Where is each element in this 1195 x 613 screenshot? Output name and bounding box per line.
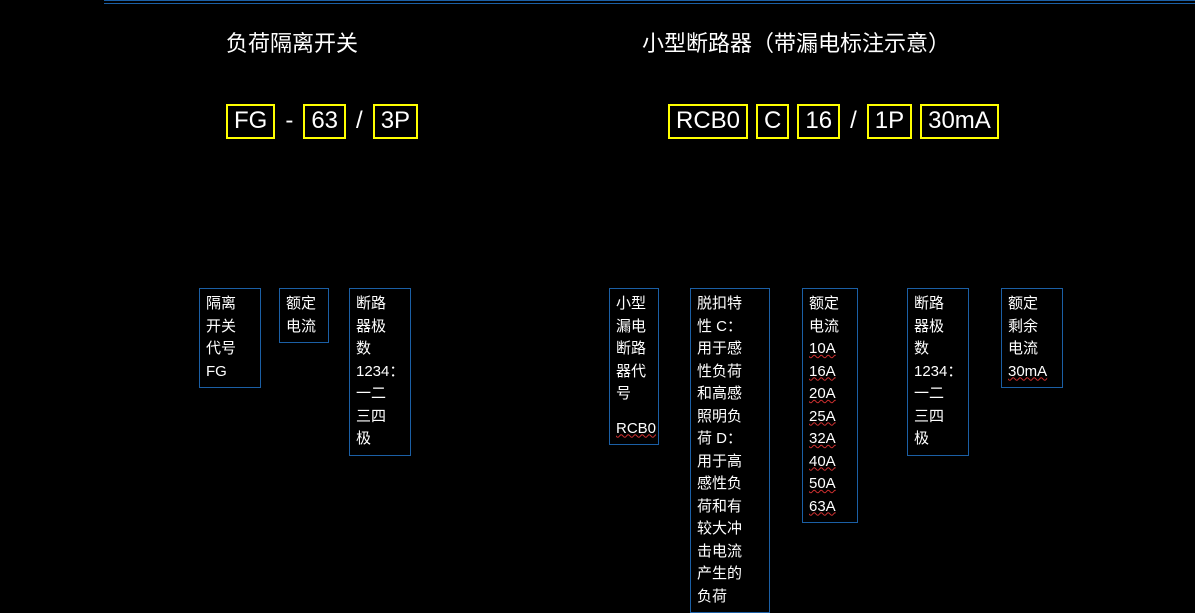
legend-text: 电流 (1008, 338, 1056, 361)
legend-right-1: 小型 漏电 断路 器代 号 RCB0 (609, 288, 659, 445)
legend-text: 1234： (356, 361, 404, 384)
legend-text: 和高感 (697, 383, 763, 406)
legend-text: 40A (809, 451, 851, 474)
code-left-p1: 63 (303, 104, 346, 139)
code-right-p2: 16 (797, 104, 840, 139)
legend-text: 漏电 (616, 316, 652, 339)
legend-text: 器极 (914, 316, 962, 339)
legend-text: 用于感 (697, 338, 763, 361)
legend-text: 剩余 (1008, 316, 1056, 339)
legend-text: 三四 (356, 406, 404, 429)
legend-text: 30mA (1008, 361, 1056, 384)
legend-text: 击电流 (697, 541, 763, 564)
code-row-right: RCB0 C 16 / 1P 30mA (668, 104, 999, 139)
legend-text: 照明负 (697, 406, 763, 429)
legend-text: 额定 (809, 293, 851, 316)
legend-text: 20A (809, 383, 851, 406)
code-right-p1: C (756, 104, 789, 139)
legend-text: 开关 (206, 316, 254, 339)
legend-text: 断路 (356, 293, 404, 316)
legend-text: 断路 (914, 293, 962, 316)
legend-text: 较大冲 (697, 518, 763, 541)
legend-text: 感性负 (697, 473, 763, 496)
code-right-p4: 30mA (920, 104, 999, 139)
legend-text: 脱扣特 (697, 293, 763, 316)
legend-text: 一二 (356, 383, 404, 406)
legend-text: 32A (809, 428, 851, 451)
legend-left-2: 额定 电流 (279, 288, 329, 343)
legend-text: 隔离 (206, 293, 254, 316)
legend-text: 极 (914, 428, 962, 451)
legend-left-1: 隔离 开关 代号 FG (199, 288, 261, 388)
legend-text: 50A (809, 473, 851, 496)
legend-text: 荷 D： (697, 428, 763, 451)
legend-text: 用于高 (697, 451, 763, 474)
legend-text: 63A (809, 496, 851, 519)
legend-text: 器极 (356, 316, 404, 339)
title-left: 负荷隔离开关 (226, 26, 358, 58)
code-right-p3: 1P (867, 104, 912, 139)
code-right-p0: RCB0 (668, 104, 748, 139)
legend-text: 10A (809, 338, 851, 361)
legend-text: 电流 (286, 316, 322, 339)
legend-text: 电流 (809, 316, 851, 339)
code-row-left: FG - 63 / 3P (226, 104, 418, 139)
legend-text: 极 (356, 428, 404, 451)
legend-text: 1234： (914, 361, 962, 384)
legend-text: 16A (809, 361, 851, 384)
legend-text: 一二 (914, 383, 962, 406)
legend-text: 额定 (1008, 293, 1056, 316)
spacer (616, 406, 652, 418)
legend-text: 数 (914, 338, 962, 361)
legend-text: 号 (616, 383, 652, 406)
code-left-sep1: / (354, 107, 365, 135)
legend-text: RCB0 (616, 418, 652, 441)
legend-text: 25A (809, 406, 851, 429)
legend-text: 产生的 (697, 563, 763, 586)
legend-left-3: 断路 器极 数 1234： 一二 三四 极 (349, 288, 411, 456)
legend-text: 性负荷 (697, 361, 763, 384)
legend-text: 荷和有 (697, 496, 763, 519)
legend-text: 数 (356, 338, 404, 361)
legend-text: FG (206, 361, 254, 384)
legend-text: 代号 (206, 338, 254, 361)
legend-right-4: 断路 器极 数 1234： 一二 三四 极 (907, 288, 969, 456)
code-left-sep0: - (283, 107, 295, 135)
top-double-rule (104, 0, 1195, 4)
legend-right-3: 额定 电流 10A 16A 20A 25A 32A 40A 50A 63A (802, 288, 858, 523)
legend-text: 小型 (616, 293, 652, 316)
title-right: 小型断路器（带漏电标注示意） (642, 26, 950, 58)
legend-text: 三四 (914, 406, 962, 429)
legend-text: 器代 (616, 361, 652, 384)
legend-text: 断路 (616, 338, 652, 361)
code-left-p2: 3P (373, 104, 418, 139)
legend-text: 负荷 (697, 586, 763, 609)
legend-right-2: 脱扣特 性 C： 用于感 性负荷 和高感 照明负 荷 D： 用于高 感性负 荷和… (690, 288, 770, 613)
code-right-sep0: / (848, 107, 859, 135)
legend-right-5: 额定 剩余 电流 30mA (1001, 288, 1063, 388)
legend-text: 额定 (286, 293, 322, 316)
legend-text: 性 C： (697, 316, 763, 339)
code-left-p0: FG (226, 104, 275, 139)
